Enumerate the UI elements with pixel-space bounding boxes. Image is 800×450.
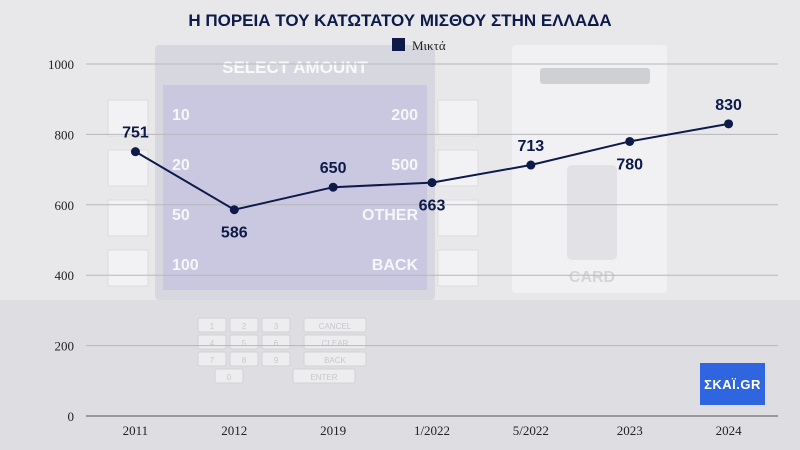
keypad-key	[261, 351, 291, 367]
atm-screen-title: SELECT AMOUNT	[222, 58, 368, 77]
x-tick-label: 2019	[320, 423, 346, 438]
keypad-key	[229, 317, 259, 333]
x-tick-label: 2024	[716, 423, 743, 438]
data-point	[130, 147, 140, 157]
data-point	[526, 160, 536, 170]
data-label: 751	[122, 125, 149, 142]
data-point	[724, 119, 734, 129]
keypad-key	[292, 368, 356, 384]
atm-option-left: 10	[172, 107, 190, 124]
keypad-key	[197, 351, 227, 367]
keypad-key-label: 1	[210, 322, 215, 331]
atm-option-left: 100	[172, 257, 199, 274]
x-tick-label: 2011	[123, 423, 149, 438]
keypad-key-label: BACK	[324, 356, 346, 365]
data-label: 830	[715, 97, 742, 114]
data-point	[427, 178, 437, 188]
atm-option-right: BACK	[372, 257, 419, 274]
keypad-key-label: 3	[274, 322, 279, 331]
logo-text: ΣΚΑΪ.GR	[704, 376, 761, 392]
legend: Μικτά	[392, 38, 446, 53]
keypad-key-label: 8	[242, 356, 247, 365]
data-labels: 751 586 650 663 713 780 830	[122, 97, 742, 242]
keypad-key-label: 4	[210, 339, 215, 348]
y-tick-label: 0	[68, 409, 75, 424]
y-tick-label: 600	[55, 198, 75, 213]
data-point	[328, 182, 338, 192]
y-axis: 0 200 400 600 800 1000	[48, 57, 74, 424]
keypad-key-label: 5	[242, 339, 247, 348]
keypad-key	[303, 351, 367, 367]
x-axis: 2011 2012 2019 1/2022 5/2022 2023 2024	[123, 423, 742, 438]
x-tick-label: 5/2022	[513, 423, 549, 438]
keypad-key-label: 2	[242, 322, 247, 331]
keypad-key-label: 7	[210, 356, 215, 365]
y-tick-label: 1000	[48, 57, 74, 72]
x-tick-label: 2023	[617, 423, 643, 438]
keypad-key	[197, 317, 227, 333]
keypad-key-label: CANCEL	[319, 322, 352, 331]
x-tick-label: 2012	[221, 423, 247, 438]
keypad-key-label: 0	[227, 373, 232, 382]
keypad-key-label: CLEAR	[322, 339, 349, 348]
y-tick-label: 800	[55, 127, 75, 142]
data-point	[625, 136, 635, 146]
keypad-key	[261, 317, 291, 333]
data-label: 780	[616, 156, 643, 173]
keypad-key	[229, 351, 259, 367]
keypad-key	[303, 317, 367, 333]
y-tick-label: 400	[55, 268, 75, 283]
atm-option-right: OTHER	[362, 207, 418, 224]
card-label: CARD	[569, 269, 615, 286]
keypad-key	[214, 368, 244, 384]
keypad-key-label: 6	[274, 339, 279, 348]
skai-logo[interactable]: ΣΚΑΪ.GR	[700, 363, 765, 405]
keypad-key-label: 9	[274, 356, 279, 365]
atm-option-right: 200	[391, 107, 418, 124]
data-label: 650	[320, 160, 347, 177]
atm-option-left: 50	[172, 207, 190, 224]
series-mikta	[130, 119, 734, 215]
data-point	[229, 205, 239, 215]
data-label: 713	[518, 138, 545, 155]
data-label: 663	[419, 198, 446, 215]
data-label: 586	[221, 225, 248, 242]
legend-swatch	[392, 38, 405, 51]
atm-option-left: 20	[172, 157, 190, 174]
keypad-key-label: ENTER	[310, 373, 337, 382]
x-tick-label: 1/2022	[414, 423, 450, 438]
legend-label: Μικτά	[412, 38, 446, 53]
y-tick-label: 200	[55, 339, 75, 354]
chart-title: Η ΠΟΡΕΙΑ ΤΟΥ ΚΑΤΩΤΑΤΟΥ ΜΙΣΘΟΥ ΣΤΗΝ ΕΛΛΑΔ…	[188, 11, 611, 30]
gridlines	[86, 63, 778, 417]
atm-option-right: 500	[391, 157, 418, 174]
